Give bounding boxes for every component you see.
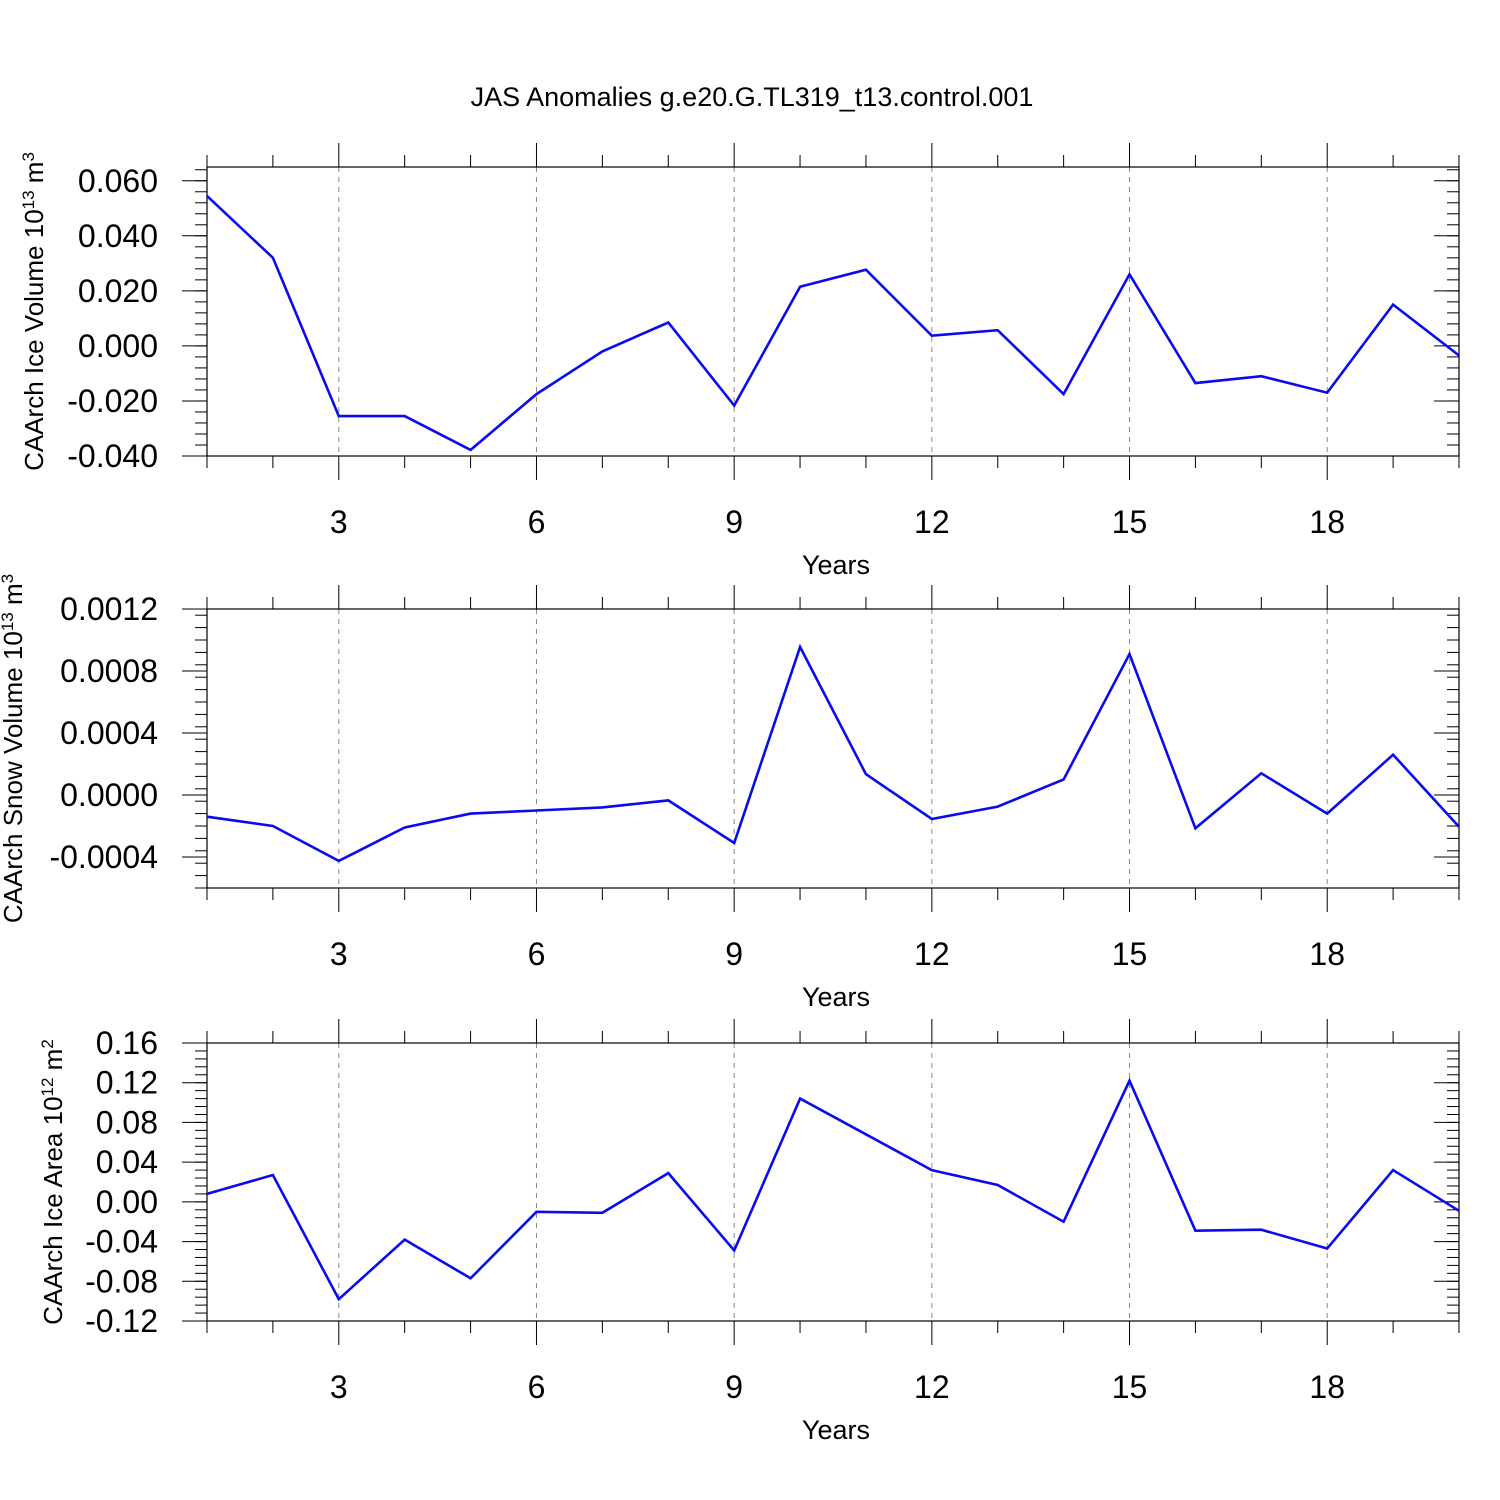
x-axis-title: Years [802,982,870,1012]
y-axis-title-exponent: 12 [38,1078,57,1097]
y-axis-title: CAArch Ice Area 1012 m2 [38,1039,69,1325]
x-tick-label: 15 [1112,936,1148,972]
plot-frame [206,608,1460,889]
x-tick-label: 3 [330,1369,348,1405]
x-tick-label: 18 [1309,936,1345,972]
y-axis-title-unit: m [38,1049,68,1078]
plot-frame [206,1042,1460,1322]
y-tick-label: 0.0004 [60,715,158,751]
series-line-1 [206,194,1460,452]
x-tick-label: 12 [914,504,950,540]
y-axis-title-exponent: 13 [19,190,38,209]
x-tick-label: 3 [330,504,348,540]
x-axis-title: Years [802,1415,870,1445]
y-tick-label: 0.12 [96,1065,158,1101]
y-axis-title-unit-exponent: 3 [0,574,17,583]
y-axis-title-exponent: 13 [0,612,17,631]
x-tick-label: 15 [1112,504,1148,540]
y-tick-label: -0.04 [85,1224,158,1260]
series-line-2 [206,643,1460,863]
x-tick-label: 6 [528,1369,546,1405]
x-axis-title: Years [802,550,870,580]
y-tick-label: 0.060 [78,163,158,199]
y-tick-label: 0.16 [96,1025,158,1061]
y-axis-title-unit-exponent: 3 [19,152,38,161]
y-axis-title-unit-exponent: 2 [38,1039,57,1048]
x-tick-label: 9 [725,1369,743,1405]
y-axis-title: CAArch Ice Volume 1013 m3 [19,152,50,471]
x-tick-label: 18 [1309,1369,1345,1405]
chart-panel-3: 3 6 9 12 15 18 Years -0.12 -0.08-0.04 0.00 0.04 0.0… [38,1019,1460,1445]
y-tick-label: 0.04 [96,1144,158,1180]
y-tick-label: -0.08 [85,1263,158,1299]
x-tick-label: 15 [1112,1369,1148,1405]
y-axis-title: CAArch Snow Volume 1013 m3 [0,574,28,923]
x-tick-label: 6 [528,504,546,540]
x-tick-label: 12 [914,936,950,972]
y-tick-label: 0.020 [78,273,158,309]
series-line-3 [206,1077,1460,1302]
y-axis-title-text: CAArch Ice Area 10 [38,1096,68,1324]
x-tick-label: 9 [725,936,743,972]
x-tick-label: 9 [725,504,743,540]
chart-panel-1: 3 6 9 12 15 18 Years -0.040 -0.020 0.000 0.020 0.04… [19,143,1460,580]
y-tick-label: 0.0012 [60,591,158,627]
y-tick-label: 0.000 [78,328,158,364]
y-axis-title-text: CAArch Ice Volume 10 [19,209,49,471]
y-tick-label: 0.08 [96,1104,158,1140]
y-axis-title-unit: m [0,583,28,612]
y-tick-label: -0.12 [85,1303,158,1339]
x-tick-label: 3 [330,936,348,972]
x-tick-label: 12 [914,1369,950,1405]
y-axis-title-unit: m [19,162,49,191]
y-tick-label: 0.00 [96,1184,158,1220]
y-tick-label: -0.020 [67,383,158,419]
y-tick-label: -0.0004 [49,839,158,875]
x-tick-label: 6 [528,936,546,972]
panels: 3 6 9 12 15 18 Years -0.040 -0.020 0.000 0.020 0.04… [0,143,1460,1445]
plot-frame [206,166,1460,457]
y-tick-label: 0.0008 [60,653,158,689]
y-tick-label: 0.0000 [60,777,158,813]
chart-panel-2: 3 6 9 12 15 18 Years -0.0004 0.0000 0.0004 0.0008 0… [0,574,1460,1012]
figure-title: JAS Anomalies g.e20.G.TL319_t13.control.… [471,82,1034,112]
y-axis-title-text: CAArch Snow Volume 10 [0,631,28,923]
y-tick-label: 0.040 [78,218,158,254]
y-tick-label: -0.040 [67,438,158,474]
x-tick-label: 18 [1309,504,1345,540]
